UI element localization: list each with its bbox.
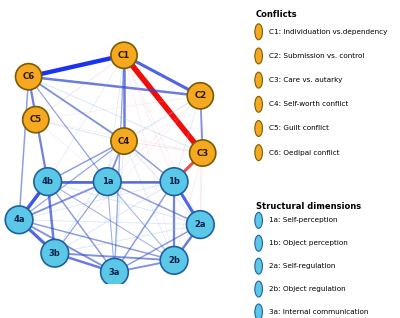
Text: Structural dimensions: Structural dimensions [256, 202, 361, 211]
Text: C4: Self-worth conflict: C4: Self-worth conflict [269, 101, 349, 107]
Circle shape [111, 128, 137, 154]
Circle shape [255, 235, 262, 251]
Circle shape [41, 239, 69, 267]
Text: 1a: Self-perception: 1a: Self-perception [269, 218, 338, 223]
Text: C2: Submission vs. control: C2: Submission vs. control [269, 53, 365, 59]
Text: 2a: Self-regulation: 2a: Self-regulation [269, 263, 336, 269]
Text: 3a: 3a [109, 268, 120, 277]
Circle shape [160, 168, 188, 196]
Circle shape [255, 48, 262, 64]
Text: 2a: 2a [194, 220, 206, 229]
Text: Conflicts: Conflicts [256, 10, 297, 18]
Circle shape [23, 107, 49, 133]
Text: 2b: 2b [168, 256, 180, 265]
Circle shape [255, 72, 262, 88]
Text: C4: C4 [118, 137, 130, 146]
Text: 3a: Internal communication: 3a: Internal communication [269, 309, 369, 315]
Circle shape [160, 246, 188, 274]
Text: C2: C2 [194, 91, 206, 100]
Circle shape [5, 206, 33, 234]
Text: C3: Care vs. autarky: C3: Care vs. autarky [269, 77, 343, 83]
Circle shape [111, 42, 137, 68]
Text: C6: Oedipal conflict: C6: Oedipal conflict [269, 150, 340, 156]
Text: C3: C3 [196, 149, 209, 157]
Text: 1a: 1a [102, 177, 113, 186]
Circle shape [101, 259, 128, 286]
Text: 1b: Object perception: 1b: Object perception [269, 240, 348, 246]
Circle shape [34, 168, 62, 196]
Circle shape [187, 83, 214, 109]
Circle shape [255, 24, 262, 40]
Text: C5: Guilt conflict: C5: Guilt conflict [269, 126, 329, 131]
Text: 1b: 1b [168, 177, 180, 186]
Text: C1: Individuation vs.dependency: C1: Individuation vs.dependency [269, 29, 388, 35]
Circle shape [255, 145, 262, 161]
Text: C6: C6 [22, 72, 35, 81]
Circle shape [186, 211, 214, 238]
Circle shape [255, 96, 262, 112]
Text: 2b: Object regulation: 2b: Object regulation [269, 286, 346, 292]
Circle shape [255, 258, 262, 274]
Circle shape [255, 281, 262, 297]
Text: C1: C1 [118, 51, 130, 60]
Circle shape [16, 64, 42, 90]
Circle shape [190, 140, 216, 166]
Circle shape [255, 304, 262, 318]
Circle shape [94, 168, 121, 196]
Circle shape [255, 121, 262, 136]
Text: 3b: 3b [49, 249, 61, 258]
Text: C5: C5 [30, 115, 42, 124]
Circle shape [255, 212, 262, 228]
Text: 4b: 4b [42, 177, 54, 186]
Text: 4a: 4a [13, 215, 25, 224]
